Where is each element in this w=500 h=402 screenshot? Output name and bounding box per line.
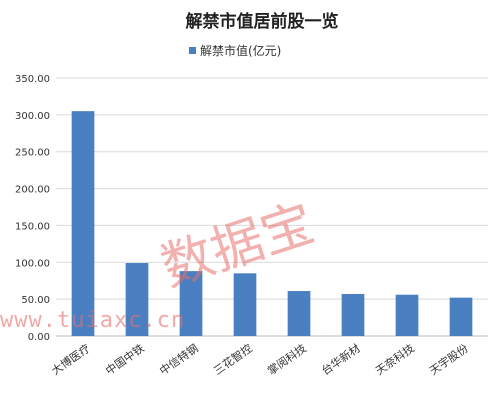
y-tick-label: 200.00: [15, 185, 50, 196]
bar: [125, 263, 149, 336]
bar: [233, 273, 257, 336]
bar: [287, 291, 311, 336]
y-tick-label: 250.00: [15, 148, 50, 159]
chart-title: 解禁市值居前股一览: [186, 11, 339, 32]
y-tick-label: 0.00: [28, 332, 50, 343]
legend-swatch: [189, 47, 196, 54]
x-tick-label: 三花智控: [211, 341, 255, 378]
x-tick-label: 掌阅科技: [265, 341, 309, 378]
y-tick-label: 50.00: [21, 295, 50, 306]
bar: [449, 297, 473, 336]
watermark-url: www.tuiaxc.cn: [0, 308, 185, 333]
y-tick-label: 100.00: [15, 258, 50, 269]
legend-label: 解禁市值(亿元): [200, 43, 281, 58]
x-tick-label: 中国中铁: [103, 342, 146, 378]
y-tick-label: 150.00: [15, 221, 50, 232]
x-tick-label: 中信特钢: [157, 341, 201, 378]
x-tick-label: 台华新材: [319, 341, 363, 378]
x-tick-label: 大博医疗: [49, 341, 93, 378]
x-axis: 大博医疗 中国中铁 中信特钢 三花智控 掌阅科技 台华新材 天奈科技 天宇股份: [49, 341, 471, 378]
y-tick-label: 350.00: [15, 74, 50, 85]
x-tick-label: 天奈科技: [373, 341, 417, 378]
bar: [341, 293, 365, 336]
bar: [71, 111, 95, 337]
bars: [71, 111, 473, 337]
y-tick-label: 300.00: [15, 111, 50, 122]
bar: [179, 271, 203, 336]
x-tick-label: 天宇股份: [427, 342, 470, 378]
bar: [395, 294, 419, 336]
y-axis: 0.00 50.00 100.00 150.00 200.00 250.00 300.00 3…: [15, 74, 50, 343]
